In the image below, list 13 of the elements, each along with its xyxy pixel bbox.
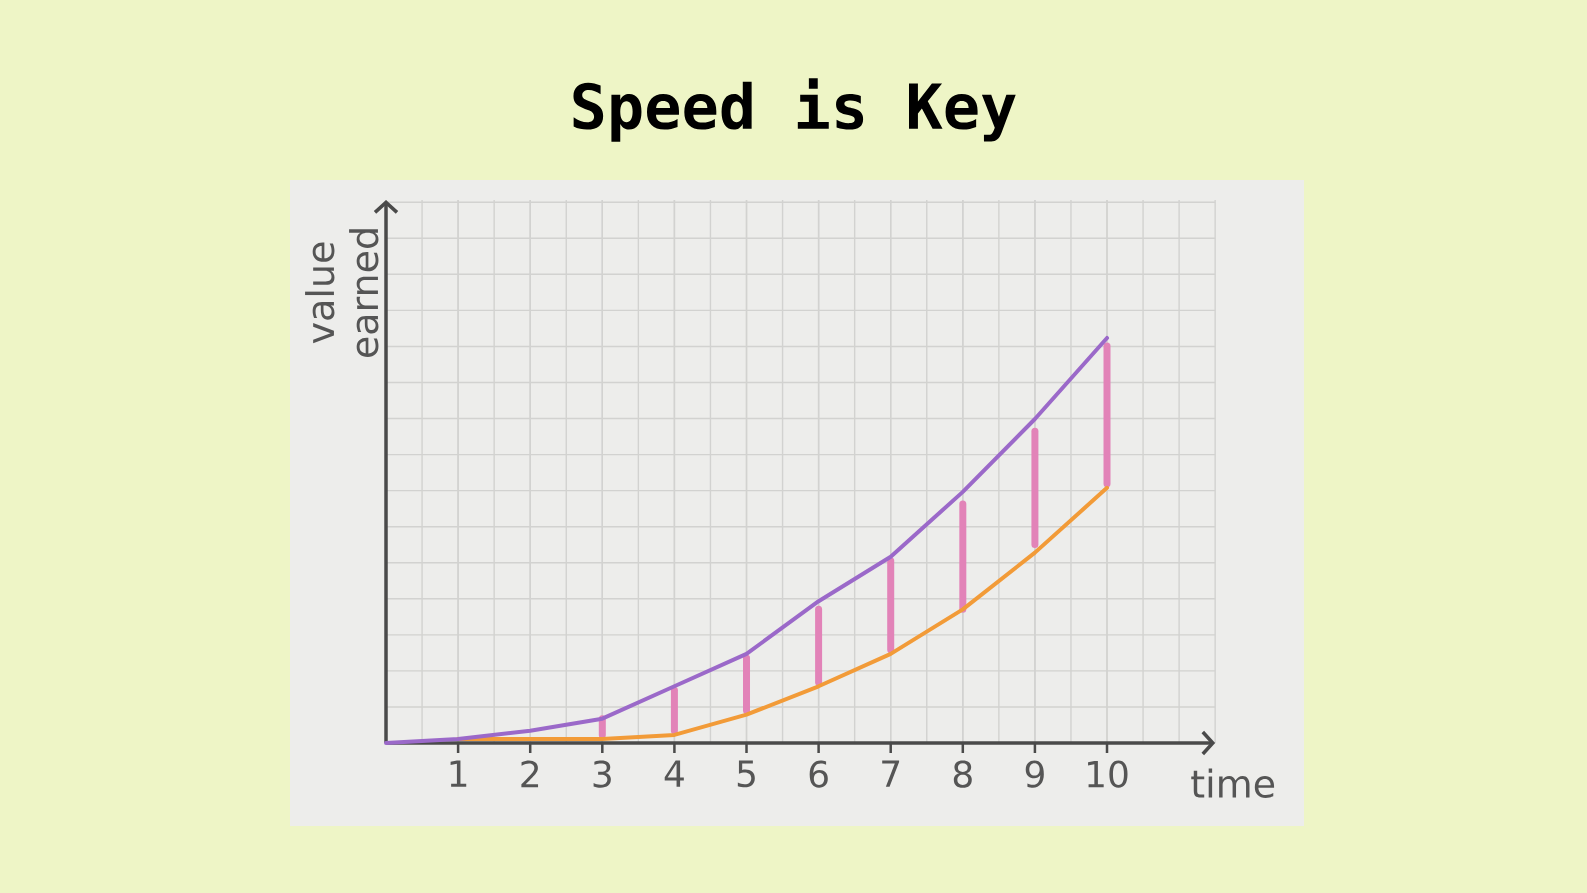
x-tick-label: 3 [593,760,611,788]
x-tick-label: 2 [521,760,539,788]
x-tick-label: 7 [882,760,900,787]
chart-title: Speed is Key [573,78,1016,142]
x-tick-label: 10 [1088,760,1128,788]
x-tick-label: 8 [953,760,972,788]
x-tick-label: 5 [737,760,755,788]
x-tick-label: 9 [1025,760,1044,788]
x-tick-label: 4 [664,760,684,787]
x-axis-title: time [1191,768,1275,798]
x-tick-label: 6 [809,760,828,788]
y-axis-title: value earned [305,229,379,358]
x-tick-label: 1 [450,760,467,787]
